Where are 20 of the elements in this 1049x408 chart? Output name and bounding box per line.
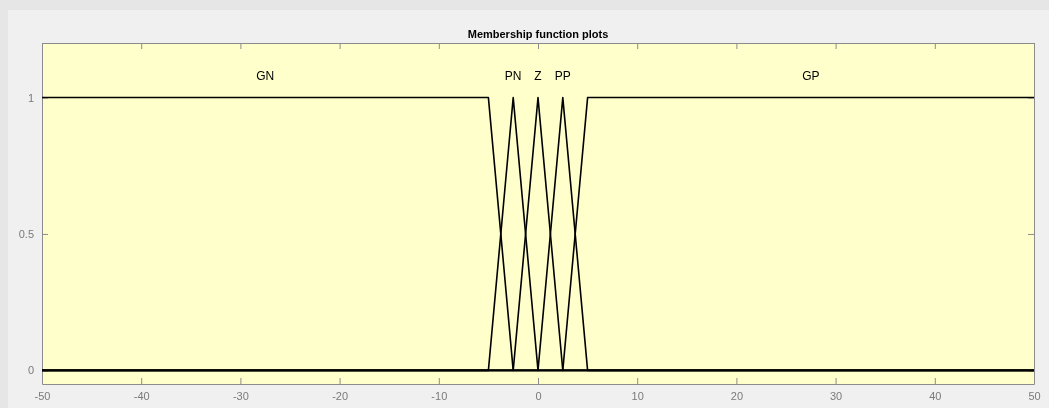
x-tick-label: 40: [929, 389, 942, 402]
y-tick-label: 1: [27, 91, 34, 104]
x-tick-label: 10: [631, 389, 644, 402]
x-tick-label: -20: [332, 389, 349, 402]
series-label: PN: [504, 68, 522, 83]
series-label: GN: [256, 68, 275, 83]
x-tick-label: 0: [535, 389, 542, 402]
x-tick-label: 50: [1028, 389, 1041, 402]
series-label: GP: [802, 68, 820, 83]
x-tick-label: 20: [730, 389, 744, 402]
x-tick-label: -40: [133, 389, 150, 402]
series-label: Z: [534, 68, 542, 83]
series-label: PP: [554, 68, 571, 83]
y-tick-label: 0: [27, 364, 34, 377]
x-tick-label: -10: [431, 389, 448, 402]
x-tick-label: 30: [829, 389, 843, 402]
chart-title: Membership function plots: [467, 28, 609, 40]
y-tick-label: 0.5: [18, 227, 34, 240]
x-tick-label: -50: [34, 389, 51, 402]
x-tick-label: -30: [232, 389, 249, 402]
